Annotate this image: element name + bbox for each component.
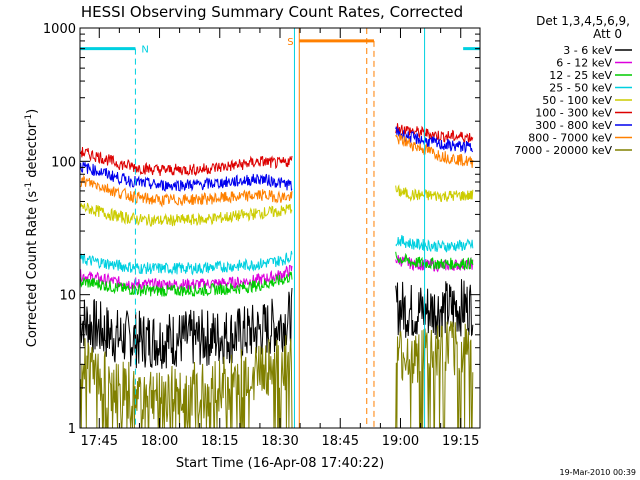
series-line-4 (80, 235, 474, 276)
legend-label-4: 25 - 50 keV (549, 82, 612, 95)
x-tick-label: 19:00 (382, 434, 419, 449)
x-tick-label: 19:15 (442, 434, 479, 449)
series-line-2 (80, 255, 474, 293)
legend-label-9: 7000 - 20000 keV (514, 144, 612, 157)
y-tick-label: 10 (59, 289, 76, 304)
series-line-8 (80, 133, 474, 208)
x-tick-label: 17:45 (81, 434, 118, 449)
y-tick-label: 1 (68, 422, 76, 437)
x-tick-label: 18:00 (141, 434, 178, 449)
x-tick-label: 18:45 (322, 434, 359, 449)
series-line-5 (80, 184, 474, 227)
legend-label-3: 12 - 25 keV (549, 69, 612, 82)
x-tick-label: 18:15 (201, 434, 238, 449)
axes: 1 10 100 1000 17:45 18:00 18:15 18:30 18:45 19:00… (43, 22, 480, 449)
series-line-1 (80, 279, 474, 369)
y-axis-label: Corrected Count Rate (s-1 detector-1) (24, 109, 40, 347)
series-line-6 (80, 123, 474, 177)
series-line-3 (80, 251, 474, 298)
x-tick-label: 18:30 (261, 434, 298, 449)
legend-label-5: 50 - 100 keV (542, 94, 612, 107)
y-tick-label: 100 (51, 155, 76, 170)
annotation-label-s: S (287, 37, 293, 48)
chart-title: HESSI Observing Summary Count Rates, Cor… (81, 3, 463, 21)
plot-area: NS (80, 28, 480, 428)
legend-label-2: 6 - 12 keV (556, 57, 612, 70)
legend-label-8: 800 - 7000 keV (528, 132, 612, 145)
legend-label-1: 3 - 6 keV (563, 44, 612, 57)
x-axis-label: Start Time (16-Apr-08 17:40:22) (176, 456, 384, 471)
timestamp: 19-Mar-2010 00:39 (560, 468, 637, 477)
series-line-7 (80, 126, 474, 192)
legend-label-6: 100 - 300 keV (535, 107, 612, 120)
y-tick-label: 1000 (43, 22, 76, 37)
series-line-9 (80, 321, 474, 428)
legend-header-line1: Det 1,3,4,5,6,9, (536, 14, 630, 28)
annotation-label-n: N (141, 45, 148, 56)
legend-header-line2: Att 0 (593, 27, 622, 41)
legend-label-7: 300 - 800 keV (535, 119, 612, 132)
